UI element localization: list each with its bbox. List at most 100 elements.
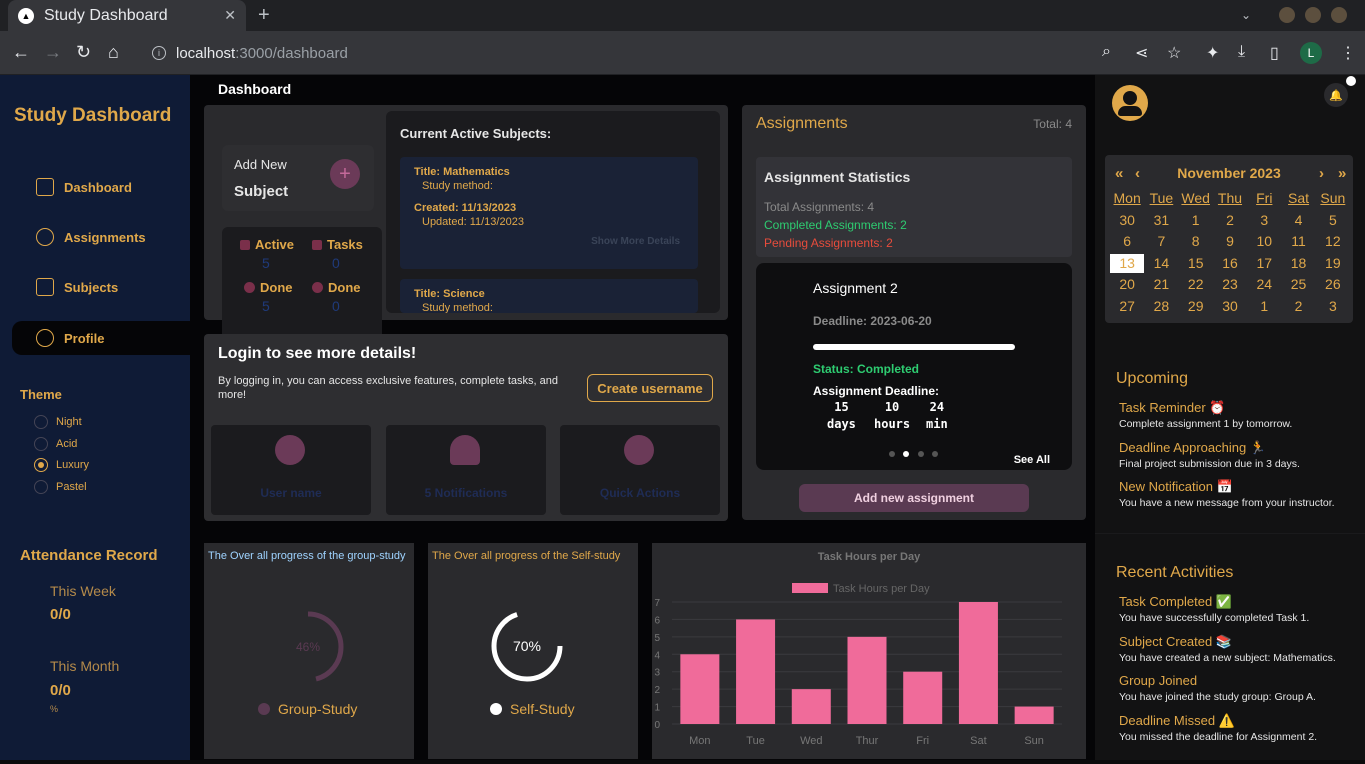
calendar-day[interactable]: 26 bbox=[1325, 276, 1341, 292]
calendar-day[interactable]: 9 bbox=[1226, 233, 1234, 249]
assignment-carousel-card[interactable]: Assignment 2 Deadline: 2023-06-20 Status… bbox=[756, 263, 1072, 470]
theme-option-pastel[interactable]: Pastel bbox=[34, 480, 87, 494]
calendar-day[interactable]: 18 bbox=[1290, 254, 1307, 271]
recent-item-title[interactable]: Task Completed ✅ bbox=[1119, 594, 1233, 609]
calendar-day[interactable]: 2 bbox=[1226, 211, 1234, 228]
calendar-day[interactable]: 19 bbox=[1325, 254, 1341, 271]
next-month-button[interactable]: › bbox=[1319, 165, 1324, 182]
calendar-day[interactable]: 8 bbox=[1191, 233, 1200, 249]
quick-actions-card[interactable]: Quick Actions bbox=[560, 425, 720, 515]
calendar-day[interactable]: 1 bbox=[1260, 297, 1269, 314]
home-icon[interactable]: ⌂ bbox=[108, 42, 119, 62]
theme-radio-selected[interactable] bbox=[34, 458, 48, 472]
extensions-icon[interactable]: ✦ bbox=[1206, 45, 1220, 62]
upcoming-item-title[interactable]: Deadline Approaching 🏃 bbox=[1119, 440, 1267, 455]
calendar-day[interactable]: 15 bbox=[1187, 254, 1204, 271]
subject-item[interactable]: Title: Science Study method: bbox=[400, 279, 698, 313]
calendar-month[interactable]: November 2023 bbox=[1177, 165, 1281, 181]
sidebar-item-subjects[interactable]: Subjects bbox=[36, 275, 118, 299]
show-more-link[interactable]: Show More Details bbox=[591, 236, 680, 247]
calendar-day[interactable]: 16 bbox=[1222, 254, 1238, 271]
browser-tab[interactable]: ▲ Study Dashboard ✕ bbox=[8, 0, 246, 31]
calendar-day[interactable]: 1 bbox=[1191, 211, 1200, 228]
new-tab-icon[interactable]: + bbox=[258, 4, 270, 26]
upcoming-item-title[interactable]: Task Reminder ⏰ bbox=[1119, 400, 1226, 415]
calendar-day[interactable]: 25 bbox=[1290, 276, 1307, 292]
calendar-day[interactable]: 17 bbox=[1256, 254, 1273, 271]
site-info-icon[interactable]: i bbox=[152, 46, 166, 60]
calendar-day[interactable]: 27 bbox=[1119, 297, 1135, 314]
calendar-day[interactable]: 5 bbox=[1328, 211, 1337, 228]
subject-item[interactable]: Title: Mathematics Study method: Created… bbox=[400, 157, 698, 269]
next-year-button[interactable]: » bbox=[1338, 165, 1347, 182]
carousel-dot[interactable] bbox=[889, 451, 895, 457]
calendar-day[interactable]: 31 bbox=[1153, 211, 1170, 228]
url-bar[interactable]: i localhost:3000/dashboard bbox=[140, 37, 1125, 69]
prev-month-button[interactable]: ‹ bbox=[1135, 165, 1140, 182]
calendar-day[interactable]: 3 bbox=[1260, 211, 1269, 228]
close-window-button[interactable] bbox=[1331, 7, 1347, 23]
user-name-card[interactable]: User name bbox=[211, 425, 371, 515]
carousel-dot[interactable] bbox=[932, 451, 938, 457]
browser-profile-avatar[interactable]: L bbox=[1300, 42, 1322, 64]
theme-option-luxury[interactable]: Luxury bbox=[34, 458, 89, 472]
create-username-button[interactable]: Create username bbox=[587, 374, 713, 402]
calendar-day[interactable]: 28 bbox=[1153, 297, 1170, 314]
calendar-day[interactable]: 29 bbox=[1187, 297, 1204, 314]
close-tab-icon[interactable]: ✕ bbox=[224, 7, 236, 23]
download-icon[interactable]: ⤓ bbox=[1238, 43, 1246, 60]
maximize-button[interactable] bbox=[1305, 7, 1321, 23]
plus-icon[interactable]: + bbox=[330, 159, 360, 189]
self-study-legend[interactable]: Self-Study bbox=[490, 701, 575, 717]
calendar-day[interactable]: 21 bbox=[1153, 276, 1170, 292]
calendar-day[interactable]: 4 bbox=[1294, 211, 1303, 228]
recent-item-title[interactable]: Deadline Missed ⚠️ bbox=[1119, 713, 1235, 728]
user-avatar-icon[interactable] bbox=[1112, 85, 1148, 121]
calendar-day[interactable]: 22 bbox=[1187, 276, 1204, 292]
theme-option-night[interactable]: Night bbox=[34, 415, 82, 429]
calendar-day[interactable]: 20 bbox=[1119, 276, 1135, 292]
calendar-day[interactable]: 2 bbox=[1294, 297, 1303, 314]
calendar-day[interactable]: 30 bbox=[1222, 297, 1238, 314]
sidebar-item-assignments[interactable]: Assignments bbox=[36, 225, 146, 249]
calendar-day[interactable]: 23 bbox=[1222, 276, 1238, 292]
theme-radio[interactable] bbox=[34, 437, 48, 451]
see-all-link[interactable]: See All bbox=[1013, 454, 1050, 466]
minimize-button[interactable] bbox=[1279, 7, 1295, 23]
tab-search-chevron-icon[interactable]: ⌄ bbox=[1240, 8, 1251, 22]
zoom-icon[interactable]: ⌕ bbox=[1102, 43, 1111, 60]
back-arrow-icon[interactable]: ← bbox=[12, 42, 30, 62]
browser-menu-icon[interactable]: ⋮ bbox=[1340, 45, 1356, 62]
calendar-day[interactable]: 13 bbox=[1110, 253, 1145, 273]
add-subject-card[interactable]: Add New Subject + bbox=[222, 145, 374, 211]
notification-bell-icon[interactable]: 🔔 bbox=[1324, 83, 1348, 107]
sidebar-item-profile[interactable]: Profile bbox=[12, 321, 190, 355]
carousel-dot-active[interactable] bbox=[903, 451, 909, 457]
calendar-day[interactable]: 6 bbox=[1123, 233, 1132, 249]
recent-item-title[interactable]: Group Joined bbox=[1119, 673, 1198, 688]
add-assignment-button[interactable]: Add new assignment bbox=[799, 484, 1029, 512]
calendar-day[interactable]: 12 bbox=[1325, 233, 1341, 249]
theme-option-acid[interactable]: Acid bbox=[34, 437, 77, 451]
calendar-day[interactable]: 10 bbox=[1256, 233, 1273, 249]
theme-radio[interactable] bbox=[34, 415, 48, 429]
theme-radio[interactable] bbox=[34, 480, 48, 494]
upcoming-item-title[interactable]: New Notification 📅 bbox=[1119, 479, 1233, 494]
calendar-day[interactable]: 3 bbox=[1328, 297, 1337, 314]
calendar-day[interactable]: 24 bbox=[1256, 276, 1273, 292]
calendar-day[interactable]: 14 bbox=[1153, 254, 1170, 271]
calendar-day[interactable]: 11 bbox=[1291, 233, 1306, 249]
calendar-day[interactable]: 7 bbox=[1157, 233, 1166, 249]
recent-item-title[interactable]: Subject Created 📚 bbox=[1119, 634, 1233, 649]
prev-year-button[interactable]: « bbox=[1115, 165, 1124, 182]
bookmark-star-icon[interactable]: ☆ bbox=[1167, 45, 1182, 62]
forward-arrow-icon[interactable]: → bbox=[44, 42, 62, 62]
calendar-day[interactable]: 30 bbox=[1119, 211, 1135, 228]
carousel-dot[interactable] bbox=[918, 451, 924, 457]
share-icon[interactable]: ⋖ bbox=[1135, 45, 1149, 62]
group-study-legend[interactable]: Group-Study bbox=[258, 701, 357, 717]
side-panel-icon[interactable]: ▯ bbox=[1270, 45, 1279, 62]
sidebar-item-dashboard[interactable]: Dashboard bbox=[36, 175, 132, 199]
reload-icon[interactable]: ↻ bbox=[76, 42, 92, 62]
notifications-card[interactable]: 5 Notifications bbox=[386, 425, 546, 515]
